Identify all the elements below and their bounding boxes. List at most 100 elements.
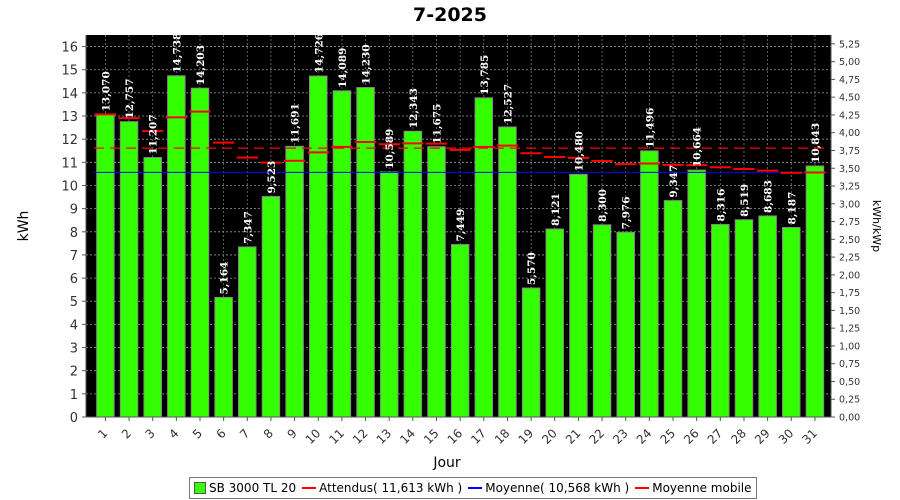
x-axis: 1 2 3 4 5 6 7 8 9 10 11 12 13 14 15 16 17 18 19 20 21 22 23 24 2… xyxy=(86,416,831,447)
y2-tick-label: 1,75 xyxy=(839,288,860,299)
bar xyxy=(167,75,186,418)
bar xyxy=(309,75,328,418)
x-tick-label: 30 xyxy=(776,426,797,447)
data-label: 10,480 xyxy=(573,131,585,171)
y-tick-label: 0 xyxy=(70,411,78,426)
data-label: 8,187 xyxy=(786,192,798,225)
data-label: 9,347 xyxy=(668,165,680,198)
y2-tick-label: 3,50 xyxy=(839,164,860,175)
data-label: 12,757 xyxy=(124,78,136,118)
y-tick-label: 7 xyxy=(70,249,78,264)
y-tick-label: 2 xyxy=(70,365,78,380)
y2-tick-label: 2,75 xyxy=(839,217,860,228)
legend-item-average: Moyenne( 10,568 kWh ) xyxy=(468,481,629,495)
x-tick-label: 11 xyxy=(326,426,347,447)
bar xyxy=(214,296,233,418)
data-label: 9,523 xyxy=(266,161,278,194)
y-tick-label: 14 xyxy=(61,87,78,102)
data-labels: 13,070 12,757 11,207 14,738 14,203 5,164 7,347… xyxy=(100,33,822,295)
y2-tick-label: 1,50 xyxy=(839,306,860,317)
legend-item-moving-average: Moyenne mobile xyxy=(635,481,752,495)
data-label: 11,675 xyxy=(432,104,444,144)
legend-label-expected: Attendus( 11,613 kWh ) xyxy=(319,481,463,495)
y-tick-label: 11 xyxy=(61,156,78,171)
x-tick-label: 5 xyxy=(190,426,205,441)
bar xyxy=(663,200,683,418)
x-axis-label: Jour xyxy=(432,455,461,471)
legend-swatch-average xyxy=(468,487,483,489)
bar xyxy=(403,130,423,418)
x-tick-label: 7 xyxy=(237,426,252,441)
y-tick-label: 13 xyxy=(61,110,78,125)
bar xyxy=(261,196,281,418)
y2-tick-label: 4,00 xyxy=(839,128,860,139)
bar xyxy=(427,146,446,418)
x-tick-label: 9 xyxy=(284,426,299,441)
data-label: 5,164 xyxy=(219,262,231,295)
bar xyxy=(687,169,706,418)
y2-tick-label: 3,25 xyxy=(839,182,860,193)
legend-swatch-moving-average xyxy=(635,487,650,489)
data-label: 8,316 xyxy=(715,189,727,222)
y2-tick-label: 2,25 xyxy=(839,253,860,264)
bar xyxy=(592,224,612,418)
y-axis-right: 0,00 0,25 0,50 0,75 1,00 1,25 1,50 1,75 2,00 2,25… xyxy=(830,35,860,424)
data-label: 10,843 xyxy=(810,123,822,163)
x-tick-label: 27 xyxy=(705,426,726,447)
data-label: 8,683 xyxy=(763,180,775,213)
reference-lines xyxy=(94,110,827,174)
y2-tick-label: 5,25 xyxy=(839,39,860,50)
data-label: 10,589 xyxy=(384,129,396,169)
y2-tick-label: 5,00 xyxy=(839,57,860,68)
legend-label-average: Moyenne( 10,568 kWh ) xyxy=(485,481,630,495)
legend-item-production: SB 3000 TL 20 xyxy=(194,481,296,495)
y-tick-label: 12 xyxy=(61,133,78,148)
x-tick-label: 22 xyxy=(586,426,607,447)
y-tick-label: 5 xyxy=(70,295,78,310)
y-tick-label: 10 xyxy=(61,179,78,194)
data-label: 11,496 xyxy=(644,108,656,148)
data-label: 8,300 xyxy=(597,189,609,222)
bar xyxy=(640,150,659,418)
y2-axis-label: kWh/kWp xyxy=(870,200,883,252)
y-tick-label: 8 xyxy=(70,226,78,241)
x-tick-label: 8 xyxy=(261,426,276,441)
data-label: 12,527 xyxy=(502,84,514,124)
data-label: 14,726 xyxy=(313,33,325,73)
bar xyxy=(285,145,304,418)
data-label: 14,203 xyxy=(195,45,207,85)
y2-tick-label: 1,00 xyxy=(839,341,860,352)
data-label: 11,691 xyxy=(290,103,302,143)
x-tick-label: 17 xyxy=(468,426,489,447)
legend-label-production: SB 3000 TL 20 xyxy=(209,481,297,495)
x-tick-label: 23 xyxy=(610,426,631,447)
y2-tick-label: 4,75 xyxy=(839,75,860,86)
x-tick-label: 20 xyxy=(539,426,560,447)
data-label: 14,230 xyxy=(361,44,373,84)
data-label: 7,976 xyxy=(621,196,633,229)
y2-tick-label: 2,50 xyxy=(839,235,860,246)
y2-tick-label: 3,00 xyxy=(839,199,860,210)
x-tick-label: 10 xyxy=(303,426,324,447)
x-tick-label: 25 xyxy=(657,426,678,447)
data-label: 10,664 xyxy=(692,127,704,167)
bar xyxy=(782,226,801,418)
x-tick-label: 14 xyxy=(397,426,418,447)
bars xyxy=(96,75,825,418)
bar xyxy=(805,165,825,418)
data-label: 5,570 xyxy=(526,252,538,285)
y2-tick-label: 0,75 xyxy=(839,359,860,370)
grid-lines xyxy=(86,35,831,417)
y2-tick-label: 0,25 xyxy=(839,395,860,406)
bar xyxy=(143,157,162,418)
bar xyxy=(521,287,541,418)
bar xyxy=(119,121,139,418)
data-label: 8,121 xyxy=(550,193,562,226)
bar xyxy=(238,246,257,418)
bar xyxy=(474,97,494,418)
y-tick-label: 9 xyxy=(70,203,78,218)
y2-tick-label: 2,00 xyxy=(839,270,860,281)
data-label: 14,089 xyxy=(337,48,349,88)
